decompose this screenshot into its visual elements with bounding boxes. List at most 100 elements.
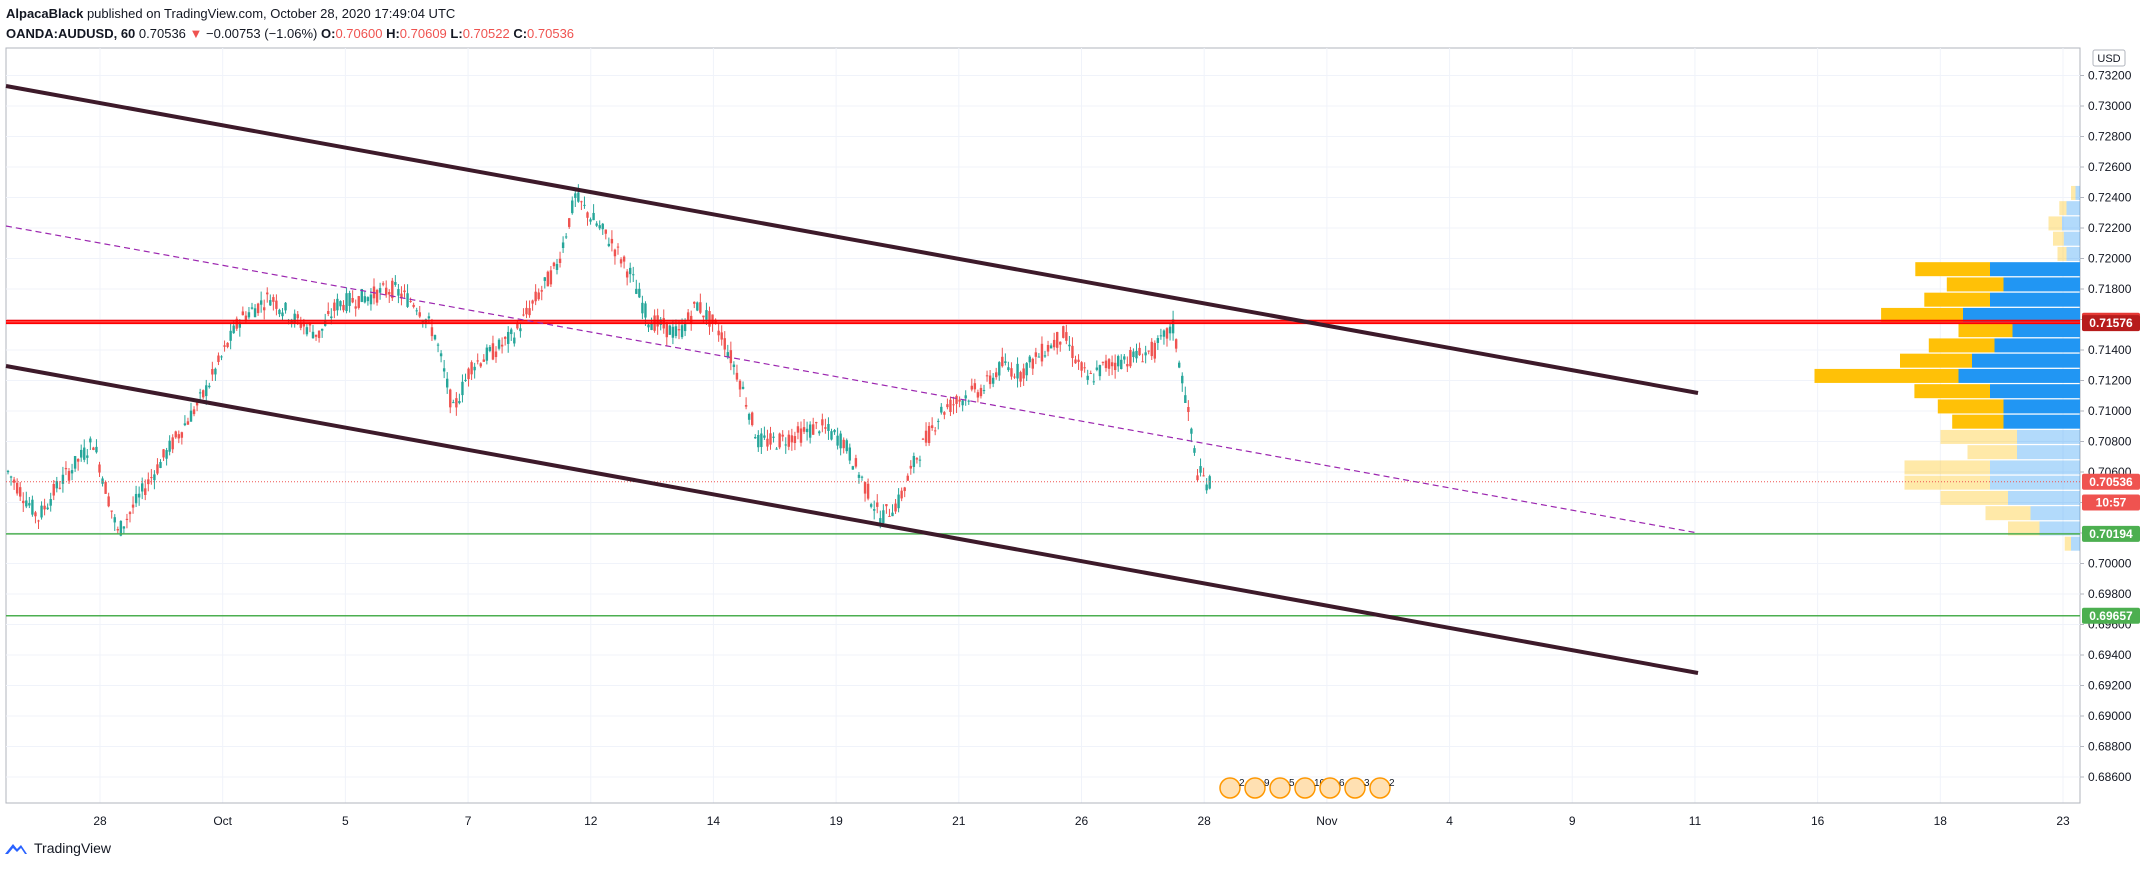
tradingview-branding[interactable]: TradingView [4,840,111,856]
candle-body [22,500,25,504]
candle-body [131,504,135,508]
candle-body [1144,352,1147,356]
y-tick-label: 0.70000 [2088,557,2132,571]
candle-body [308,323,312,326]
candle-body [418,312,421,317]
event-count: 5 [1289,778,1295,789]
candle-body [67,471,71,481]
candle-body [525,307,528,315]
candle-body [455,398,458,408]
candle-body [1068,344,1071,347]
candle-body [909,465,912,469]
candle-body [732,364,736,368]
candle-body [717,330,720,336]
candle-body [1089,373,1092,375]
candle-body [735,372,739,380]
price-label-text: 10:57 [2096,496,2127,510]
candles [6,184,1211,537]
candle-body [281,312,284,317]
candle-body [580,201,583,203]
candle-body [824,427,827,429]
candle-body [250,307,254,309]
event-flag-icon [1319,777,1341,799]
candle-body [1117,356,1120,367]
volume-profile-sell-bar [1958,323,2013,338]
volume-profile-buy-bar [2003,277,2080,292]
candle-body [119,520,123,536]
candle-body [592,212,595,221]
candle-body [317,330,321,339]
candle-body [1110,362,1114,367]
candle-body [1132,351,1135,358]
candle-body [171,437,174,450]
candle-body [708,311,711,327]
y-tick-label: 0.72400 [2088,191,2132,205]
candle-body [76,458,80,462]
candle-body [186,421,190,425]
candle-body [830,431,833,440]
candle-body [1022,368,1025,379]
x-tick-label: 23 [2056,814,2070,828]
candle-body [757,434,760,448]
candle-body [122,526,126,529]
candle-body [866,483,870,499]
volume-profile-buy-bar [2003,399,2080,414]
price-change: −0.00753 (−1.06%) [206,26,318,41]
candle-body [113,517,116,523]
candle-body [906,475,909,481]
volume-profile-buy-bar [2012,323,2080,338]
candle-body [574,193,577,198]
candle-body [934,430,937,432]
candle-body [452,402,455,404]
volume-profile-sell-bar [1914,384,1990,399]
candle-body [342,304,345,311]
candle-body [888,515,891,517]
candle-body [607,243,611,247]
candle-body [503,336,507,339]
volume-profile-sell-bar [1946,277,2004,292]
y-tick-label: 0.71800 [2088,282,2132,296]
candle-body [571,200,574,214]
candle-body [537,292,540,300]
low-label: L: [450,26,463,41]
candle-body [491,343,495,360]
publisher-name[interactable]: AlpacaBlack [6,6,84,21]
candle-body [214,368,217,375]
volume-profile-sell-bar [1940,429,2017,444]
candle-body [296,314,299,319]
candle-body [860,476,864,478]
candle-body [619,259,623,264]
x-tick-label: 11 [1689,814,1702,828]
event-count: 6 [1339,778,1345,789]
candle-body [46,507,49,510]
volume-profile-sell-bar [2059,201,2067,216]
candle-body [1040,343,1044,362]
candle-body [863,482,867,494]
candle-body [202,390,205,398]
candle-body [86,455,89,458]
candle-body [110,510,113,512]
symbol-name[interactable]: OANDA:AUDUSD, 60 [6,26,136,41]
close-value: 0.70536 [527,26,575,41]
candle-body [238,322,241,328]
candle-body [790,435,794,443]
candle-body [900,490,903,499]
volume-profile-buy-bar [1990,292,2080,307]
candle-body [680,325,684,338]
event-count: 2 [1239,778,1245,789]
candle-body [144,488,147,496]
symbol-quote: OANDA:AUDUSD, 60 0.70536 ▼ −0.00753 (−1.… [6,24,574,44]
candle-body [973,383,977,390]
candle-body [363,296,367,303]
candle-body [635,288,638,294]
volume-profile-buy-bar [2075,185,2080,200]
candle-body [116,529,119,531]
candle-body [1156,338,1160,343]
volume-profile-sell-bar [1915,262,1990,277]
candle-body [412,304,415,307]
candle-body [1184,395,1187,403]
candle-body [1004,361,1007,363]
candle-body [1129,349,1132,367]
candle-body [290,319,293,324]
